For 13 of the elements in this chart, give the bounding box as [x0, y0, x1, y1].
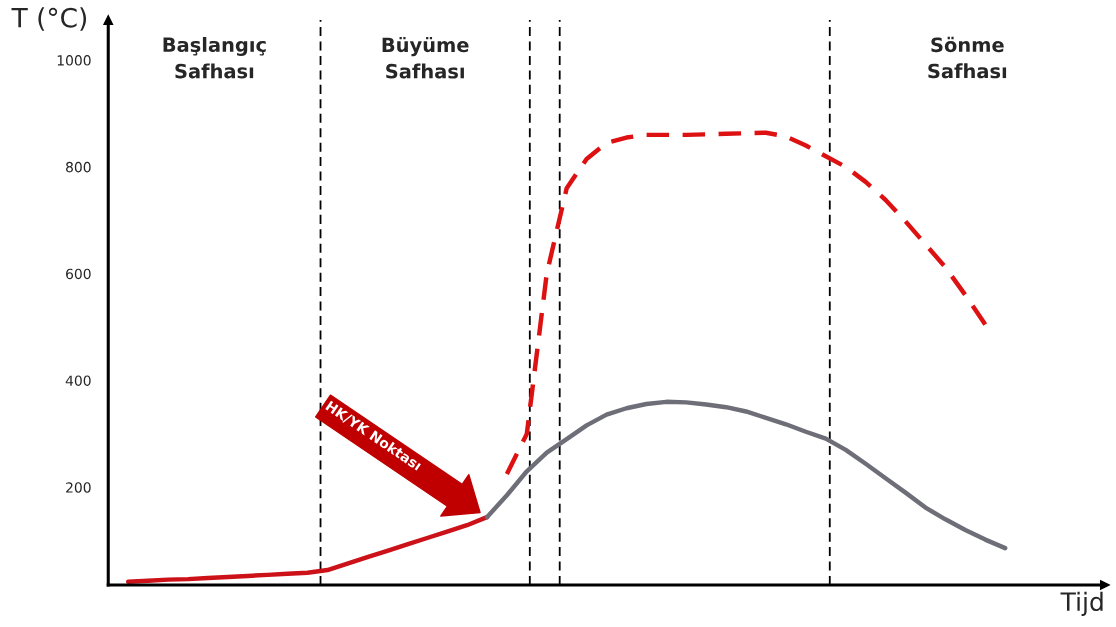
line-series [484, 399, 1008, 551]
line-series [125, 514, 490, 585]
y-tick-label: 600 [66, 268, 91, 280]
annotation: Sönme Safhası [928, 36, 1007, 79]
y-tick-label: 400 [65, 375, 91, 386]
annotation: Büyüme Safhası [382, 36, 469, 79]
y-tick-label: 1000 [57, 55, 91, 66]
annotation: Başlangıç Safhası [163, 37, 266, 79]
line-series [504, 130, 988, 477]
y-axis-title: T (°C) [11, 7, 87, 31]
x-axis-title: Tijd [1060, 591, 1103, 616]
y-tick-label: 800 [66, 161, 91, 173]
y-tick-label: 200 [66, 482, 91, 493]
